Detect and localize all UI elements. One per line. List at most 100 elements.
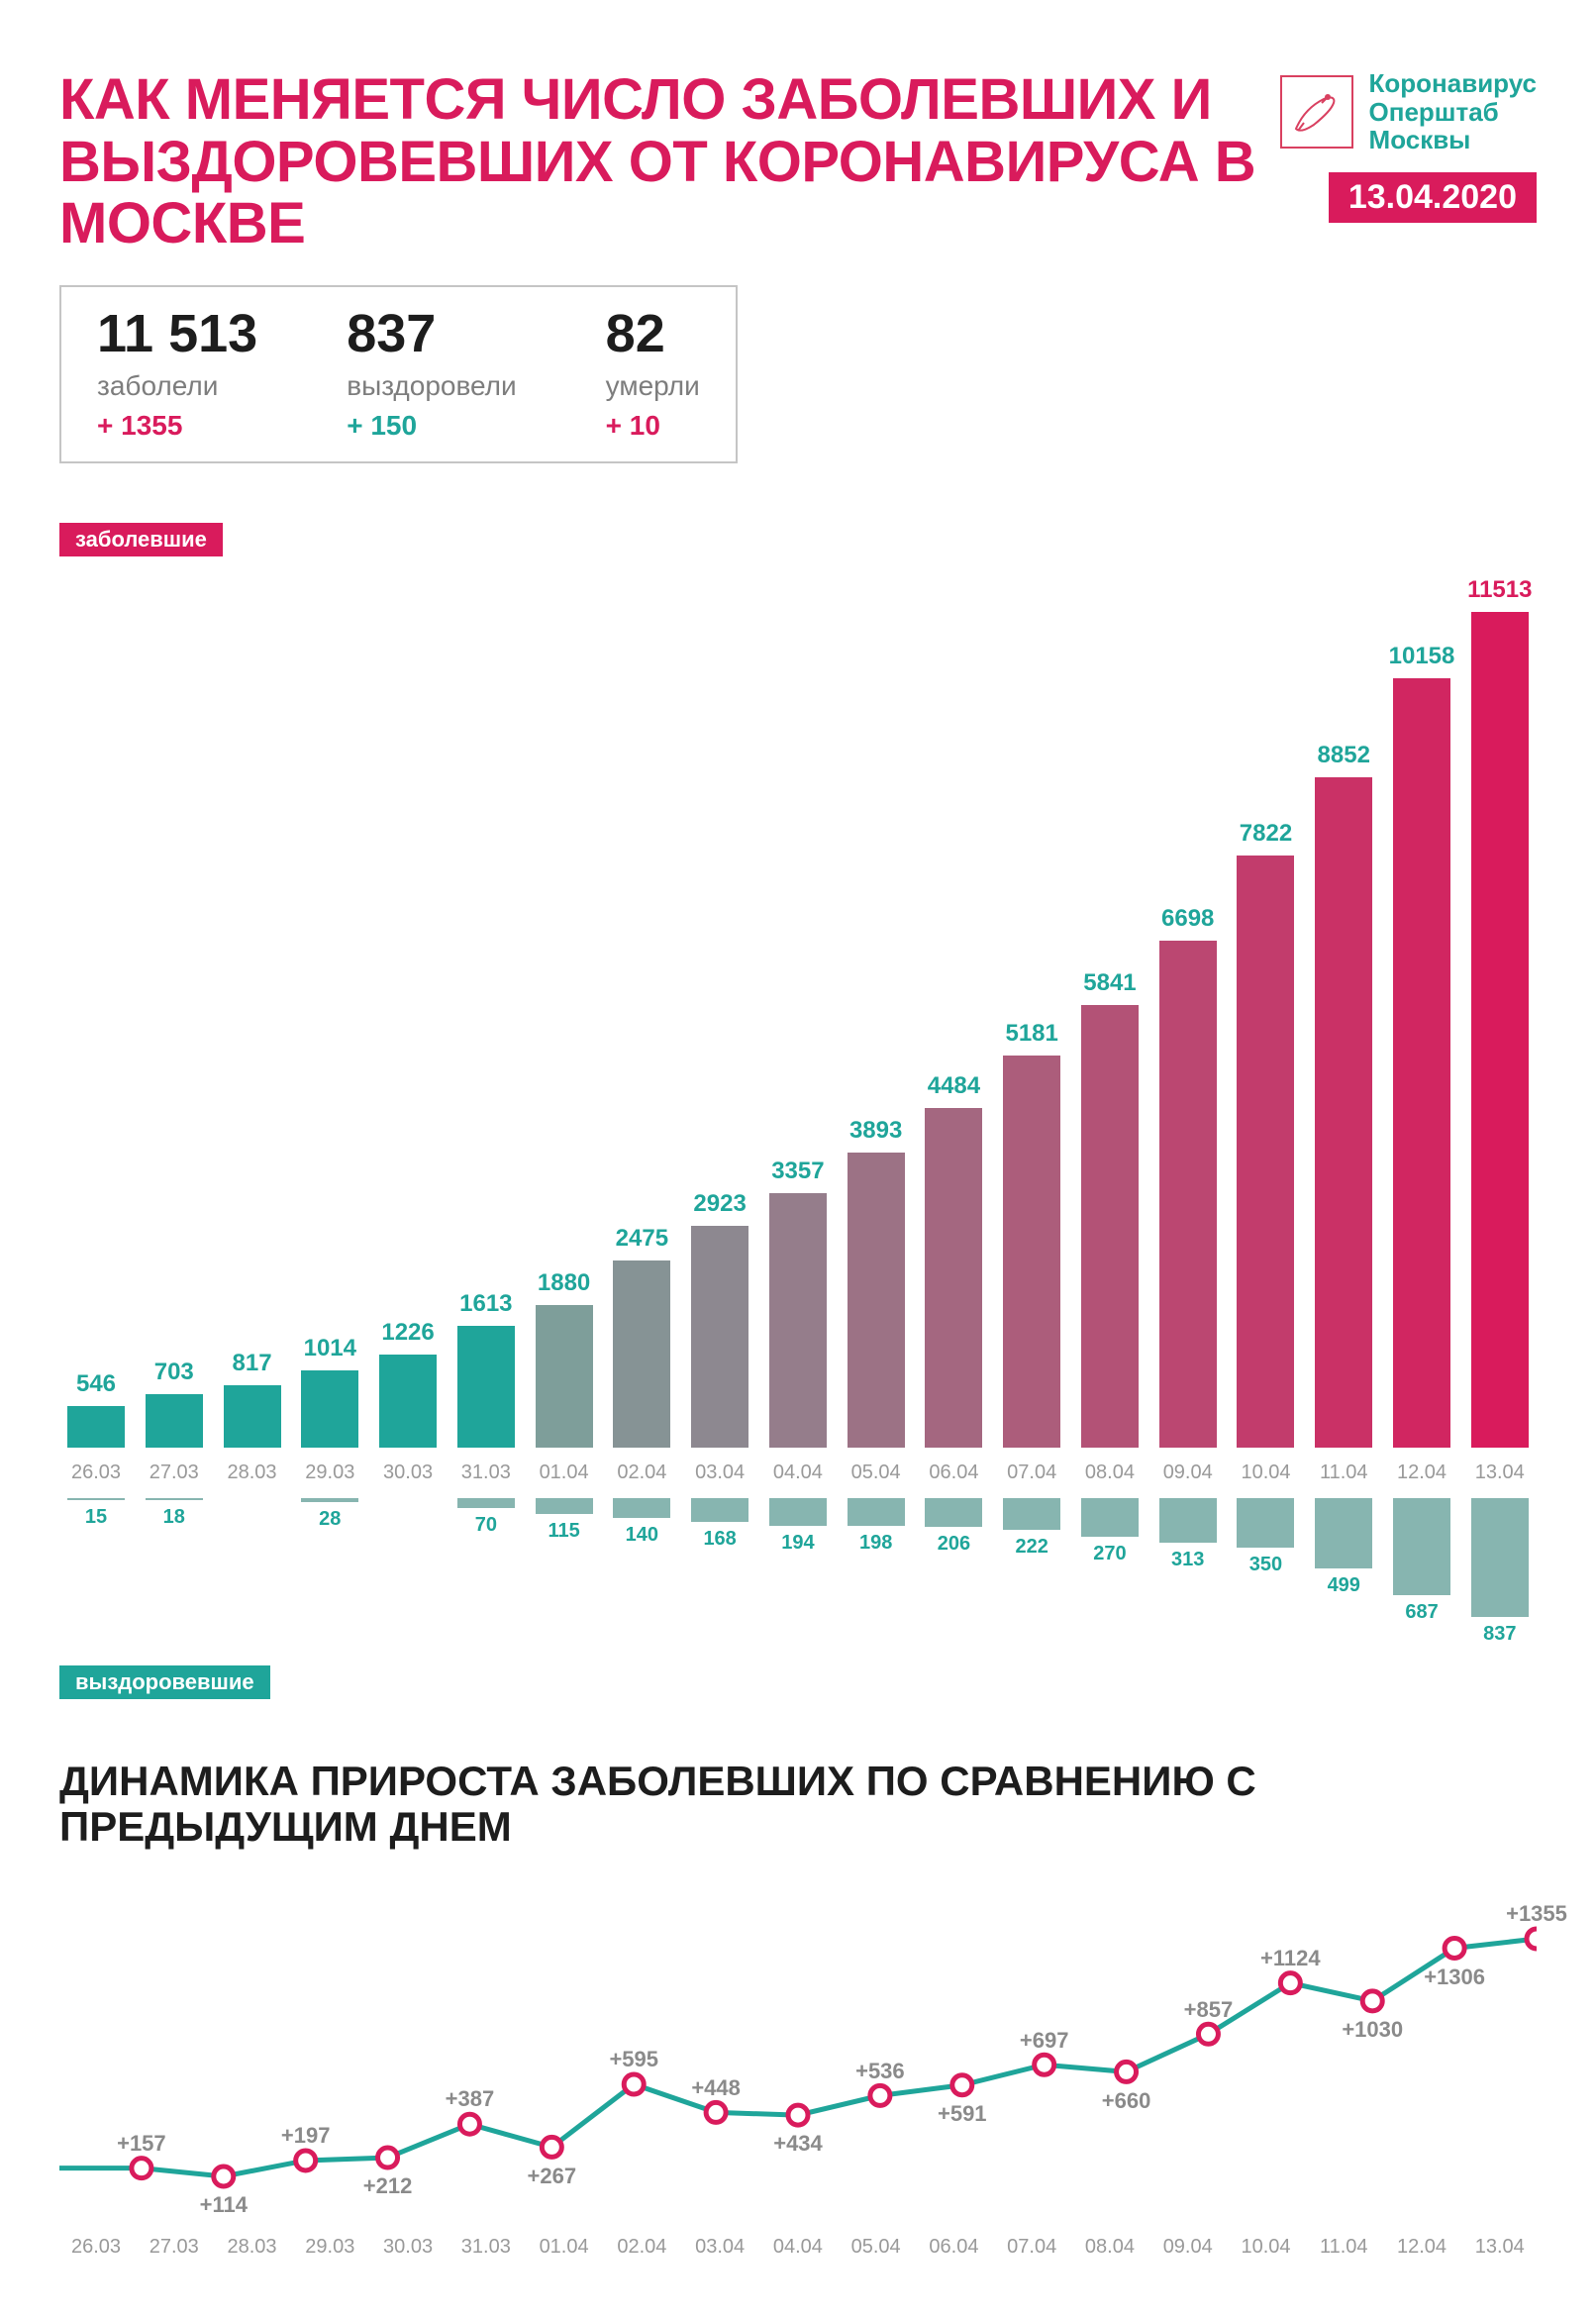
line-date-label: 05.04 [840,2236,913,2259]
bar-col: 8852 [1307,576,1380,1448]
bar-col: 703 [138,576,211,1448]
line-point-label: +591 [938,2101,987,2127]
line-point-label: +1030 [1342,2017,1403,2043]
date-label: 08.04 [1073,1461,1147,1484]
line-svg [59,1879,1537,2216]
recovered-bar [1237,1498,1294,1548]
line-date-label: 10.04 [1229,2236,1302,2259]
bar [769,1193,827,1448]
recovered-col: 70 [449,1498,523,1646]
recovered-value: 168 [703,1528,736,1551]
recovered-col [216,1498,289,1646]
header-right: Коронавирус Оперштаб Москвы 13.04.2020 [1280,69,1537,223]
date-label: 10.04 [1229,1461,1302,1484]
line-date-label: 07.04 [995,2236,1068,2259]
line-date-label: 11.04 [1307,2236,1380,2259]
recovered-value: 222 [1016,1536,1048,1559]
recovered-bar [457,1498,515,1508]
recovered-bar [1159,1498,1217,1543]
line-date-label: 04.04 [761,2236,835,2259]
recovered-col: 687 [1385,1498,1458,1646]
recovered-col: 837 [1463,1498,1537,1646]
bar-col: 546 [59,576,133,1448]
stat-item: 82 умерли + 10 [606,307,700,442]
recovered-value: 140 [626,1524,658,1547]
recovered-bar [1003,1498,1060,1530]
cases-dates: 26.0327.0328.0329.0330.0331.0301.0402.04… [59,1461,1537,1484]
bar-col: 10158 [1385,576,1458,1448]
bar-value: 8852 [1318,742,1370,769]
recovered-bar [925,1498,982,1528]
recovered-col: 28 [293,1498,366,1646]
line-point-label: +267 [528,2164,577,2189]
source-l3: Москвы [1369,126,1537,154]
recovered-value: 499 [1328,1574,1360,1597]
bar [691,1226,748,1447]
source-l2: Оперштаб [1369,98,1537,127]
stat-item: 11 513 заболели + 1355 [97,307,257,442]
recovered-bar [691,1498,748,1522]
line-point-label: +697 [1020,2028,1069,2054]
recovered-col: 222 [995,1498,1068,1646]
line-date-label: 27.03 [138,2236,211,2259]
line-date-label: 31.03 [449,2236,523,2259]
bar-value: 5841 [1083,969,1136,997]
recovered-value: 687 [1405,1601,1438,1624]
bar-value: 4484 [928,1072,980,1100]
line-date-label: 08.04 [1073,2236,1147,2259]
date-badge: 13.04.2020 [1329,172,1537,223]
bar-value: 5181 [1005,1020,1057,1048]
stat-value: 82 [606,307,700,360]
line-date-label: 29.03 [293,2236,366,2259]
recovered-value: 15 [85,1506,107,1529]
bar-value: 817 [233,1350,272,1377]
date-label: 13.04 [1463,1461,1537,1484]
bar-value: 2475 [616,1225,668,1253]
bar [1159,941,1217,1448]
recovered-bar [1315,1498,1372,1569]
recovered-badge: выздоровевшие [59,1665,270,1699]
line-chart: +157+114+197+212+387+267+595+448+434+536… [59,1879,1537,2216]
bar-value: 11513 [1467,576,1532,604]
date-label: 02.04 [605,1461,678,1484]
stat-value: 837 [347,307,516,360]
date-label: 01.04 [528,1461,601,1484]
date-label: 12.04 [1385,1461,1458,1484]
date-label: 09.04 [1151,1461,1225,1484]
stats-summary: 11 513 заболели + 1355 837 выздоровели + … [59,285,738,463]
line-date-label: 01.04 [528,2236,601,2259]
line-point-label: +595 [609,2047,658,2072]
recovered-value: 28 [319,1508,341,1531]
recovered-value: 270 [1093,1543,1126,1565]
line-point-label: +448 [691,2075,741,2101]
line-point-label: +157 [117,2131,166,2157]
line-date-label: 28.03 [216,2236,289,2259]
bar-value: 2923 [693,1190,746,1218]
date-label: 04.04 [761,1461,835,1484]
line-date-label: 12.04 [1385,2236,1458,2259]
recovered-bar [1081,1498,1139,1537]
date-label: 27.03 [138,1461,211,1484]
line-point-label: +212 [363,2173,413,2199]
stat-delta: + 10 [606,410,700,442]
bar-value: 703 [154,1359,194,1386]
bar-value: 3357 [771,1158,824,1185]
recovered-bar [1393,1498,1450,1595]
recovered-bar [67,1498,125,1500]
recovered-bar [848,1498,905,1526]
cases-badge: заболевшие [59,523,223,556]
recovered-col: 168 [683,1498,756,1646]
bar-col: 2475 [605,576,678,1448]
recovered-col: 18 [138,1498,211,1646]
stat-value: 11 513 [97,307,257,360]
date-label: 05.04 [840,1461,913,1484]
recovered-col: 206 [917,1498,990,1646]
bar [224,1385,281,1447]
stat-item: 837 выздоровели + 150 [347,307,516,442]
bar-value: 6698 [1161,905,1214,933]
line-point-label: +660 [1102,2088,1151,2114]
bar-col: 817 [216,576,289,1448]
line-date-label: 13.04 [1463,2236,1537,2259]
bar-col: 11513 [1463,576,1537,1448]
line-point-label: +1306 [1424,1965,1485,1990]
